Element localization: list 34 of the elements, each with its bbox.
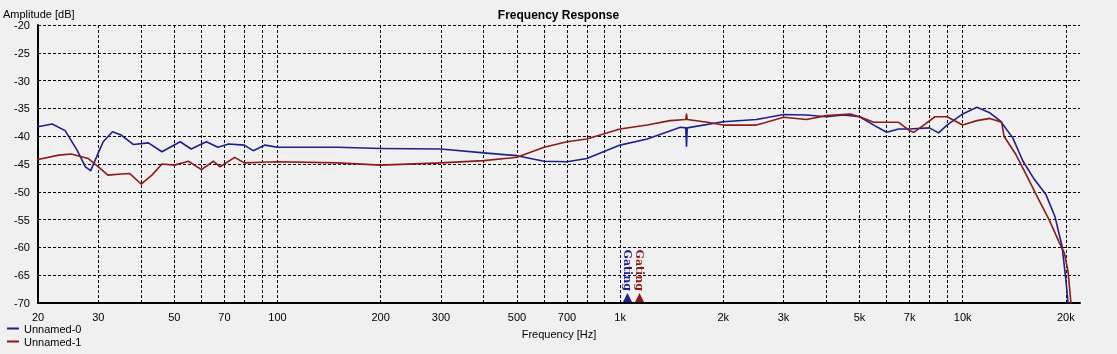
legend-label: Unnamed-0 <box>24 322 82 335</box>
x-tick-label: 7k <box>903 310 916 323</box>
y-tick-label: -20 <box>14 19 30 31</box>
y-tick-label: -35 <box>14 102 30 115</box>
x-axis-title: Frequency [Hz] <box>521 327 597 340</box>
y-tick-label: -25 <box>14 46 30 59</box>
y-tick-label: -40 <box>14 130 30 143</box>
y-axis-title: Amplitude [dB] <box>3 7 75 20</box>
x-tick-label: 70 <box>218 310 231 323</box>
x-tick-label: 3k <box>777 310 790 323</box>
x-tick-label: 50 <box>168 310 181 323</box>
y-tick-label: -50 <box>14 185 30 198</box>
x-tick-label: 10k <box>953 310 973 323</box>
chart-title: Frequency Response <box>497 8 620 22</box>
y-tick-label: -60 <box>14 241 30 254</box>
x-tick-label: 700 <box>557 310 577 323</box>
x-tick-label: 200 <box>371 310 390 323</box>
x-tick-label: 2k <box>717 310 730 323</box>
y-tick-label: -30 <box>14 74 30 87</box>
x-tick-label: 30 <box>92 310 105 323</box>
y-tick-label: -70 <box>14 297 30 309</box>
x-tick-label: 300 <box>431 310 451 323</box>
legend-label: Unnamed-1 <box>24 335 82 348</box>
annotation: Gating <box>632 249 646 292</box>
x-tick-label: 100 <box>268 310 287 323</box>
x-tick-label: 5k <box>853 310 866 323</box>
x-tick-label: 20k <box>1056 310 1076 323</box>
annotation: Gating <box>620 249 634 292</box>
y-tick-label: -45 <box>14 158 30 170</box>
y-tick-label: -65 <box>14 269 30 282</box>
y-tick-label: -55 <box>14 213 30 226</box>
x-tick-label: 500 <box>507 310 527 323</box>
x-tick-label: 20 <box>31 310 45 323</box>
x-tick-label: 1k <box>614 310 627 323</box>
